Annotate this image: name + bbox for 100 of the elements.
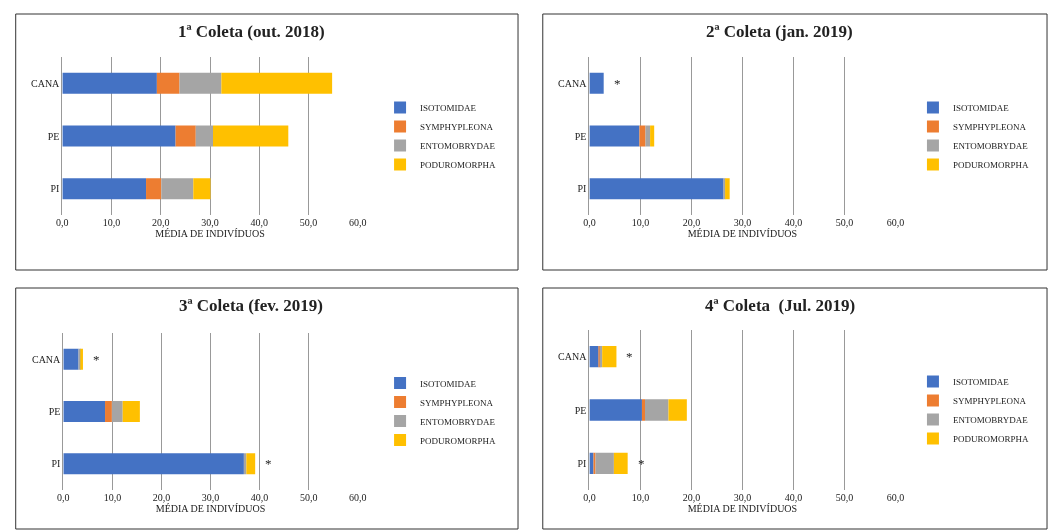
chart-title: 2ª Coleta (jan. 2019): [706, 22, 853, 41]
bar: [602, 346, 617, 368]
bar: [725, 178, 730, 200]
x-tick-label: 0,0: [583, 217, 596, 228]
legend-label: PODUROMORPHA: [952, 160, 1029, 171]
bar: [62, 125, 176, 147]
chart-title: 4ª Coleta (Jul. 2019): [705, 296, 856, 315]
bar: [161, 178, 194, 200]
x-axis-title: MÉDIA DE INDIVÍDUOS: [155, 503, 266, 514]
bar: [146, 178, 162, 200]
annotation: *: [93, 352, 100, 367]
y-tick-label: CANA: [558, 77, 588, 89]
legend-label: SYMPHYPLEONA: [420, 397, 494, 408]
x-tick-label: 40,0: [250, 217, 269, 228]
legend-label: SYMPHYPLEONA: [952, 122, 1027, 133]
x-tick-label: 30,0: [733, 217, 752, 228]
bar: [175, 125, 196, 147]
legend-label: ENTOMOBRYDAE: [420, 416, 496, 427]
bar: [589, 399, 642, 421]
x-tick-label: 60,0: [348, 492, 367, 503]
x-tick-label: 20,0: [682, 217, 701, 228]
bar: [212, 125, 289, 147]
bar: [63, 348, 79, 370]
x-tick-label: 40,0: [784, 492, 803, 503]
bar: [645, 125, 651, 147]
bar: [63, 453, 244, 475]
bar: [589, 72, 604, 94]
x-tick-label: 40,0: [250, 492, 269, 503]
bar: [156, 72, 180, 94]
annotation: *: [265, 456, 272, 471]
x-tick-label: 50,0: [299, 217, 318, 228]
legend-label: SYMPHYPLEONA: [952, 396, 1027, 407]
y-tick-label: PI: [51, 458, 61, 470]
legend-label: ISOTOMIDAE: [420, 378, 477, 389]
legend-label: ENTOMOBRYDAE: [952, 415, 1029, 426]
x-axis-title: MÉDIA DE INDIVÍDUOS: [687, 228, 798, 239]
bar: [593, 452, 596, 474]
bar: [63, 401, 106, 422]
bar: [645, 399, 669, 421]
y-tick-label: PI: [50, 183, 60, 195]
x-tick-label: 60,0: [348, 217, 367, 228]
legend-label: ENTOMOBRYDAE: [952, 141, 1029, 152]
x-tick-label: 10,0: [102, 217, 121, 228]
legend-label: PODUROMORPHA: [420, 160, 497, 171]
x-tick-label: 0,0: [57, 492, 70, 503]
x-tick-label: 60,0: [886, 492, 905, 503]
bar: [641, 399, 646, 421]
annotation: *: [638, 456, 645, 471]
x-tick-label: 50,0: [835, 217, 854, 228]
y-tick-label: PE: [574, 130, 587, 142]
bar: [193, 178, 211, 200]
y-tick-label: PI: [577, 457, 587, 469]
legend-label: PODUROMORPHA: [952, 434, 1029, 445]
bar: [613, 452, 628, 474]
x-tick-label: 50,0: [835, 492, 854, 503]
bar: [589, 178, 724, 200]
bar: [723, 178, 726, 200]
x-tick-label: 40,0: [784, 217, 803, 228]
x-tick-label: 30,0: [201, 217, 219, 228]
legend-label: SYMPHYPLEONA: [420, 122, 494, 133]
chart-title: 3ª Coleta (fev. 2019): [179, 296, 323, 315]
bar: [595, 452, 614, 474]
chart-title: 1ª Coleta (out. 2018): [178, 22, 325, 41]
legend-label: ISOTOMIDAE: [952, 377, 1010, 388]
x-tick-label: 0,0: [56, 217, 69, 228]
x-tick-label: 10,0: [631, 492, 650, 503]
bar: [668, 399, 687, 421]
y-tick-label: PE: [574, 404, 587, 416]
legend-label: ISOTOMIDAE: [952, 103, 1010, 114]
bar: [221, 72, 333, 94]
bar: [246, 453, 256, 475]
bar: [62, 72, 157, 94]
x-axis-title: MÉDIA DE INDIVÍDUOS: [155, 228, 265, 239]
legend-label: PODUROMORPHA: [420, 435, 497, 446]
x-axis-title: MÉDIA DE INDIVÍDUOS: [687, 503, 798, 514]
annotation: *: [626, 349, 633, 364]
x-tick-label: 10,0: [631, 217, 650, 228]
y-tick-label: CANA: [558, 351, 588, 363]
bar: [589, 125, 640, 147]
x-tick-label: 30,0: [733, 492, 752, 503]
x-tick-label: 20,0: [682, 492, 701, 503]
x-tick-label: 50,0: [299, 492, 318, 503]
bar: [105, 401, 112, 422]
x-tick-label: 20,0: [152, 217, 170, 228]
bar: [62, 178, 147, 200]
annotation: *: [614, 76, 621, 91]
y-tick-label: CANA: [31, 77, 61, 89]
x-tick-label: 0,0: [583, 492, 596, 503]
bar: [650, 125, 655, 147]
y-tick-label: PI: [577, 183, 587, 195]
bar: [639, 125, 646, 147]
x-tick-label: 60,0: [886, 217, 905, 228]
legend-label: ISOTOMIDAE: [420, 103, 477, 114]
x-tick-label: 30,0: [201, 492, 220, 503]
y-tick-label: PE: [47, 130, 60, 142]
y-tick-label: CANA: [31, 353, 62, 365]
x-tick-label: 20,0: [152, 492, 171, 503]
legend-label: ENTOMOBRYDAE: [420, 141, 496, 152]
y-tick-label: PE: [48, 406, 61, 417]
x-tick-label: 10,0: [103, 492, 122, 503]
